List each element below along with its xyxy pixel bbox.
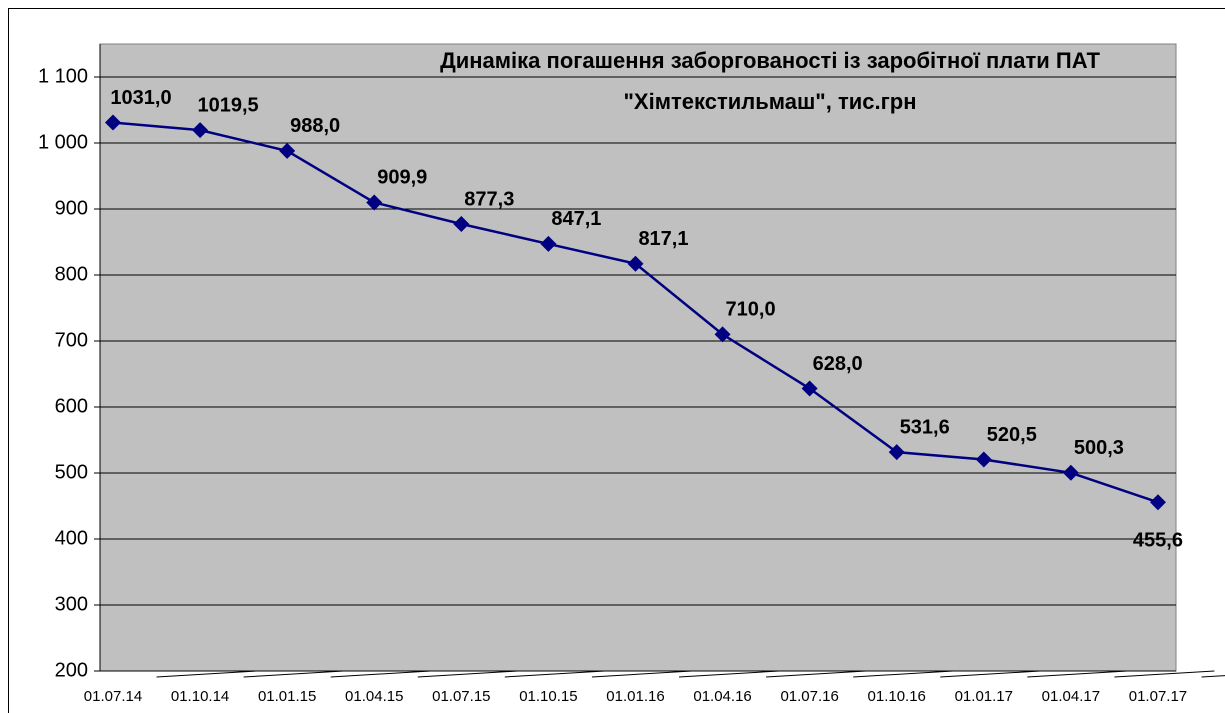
marker (801, 380, 818, 397)
x-tick-mark (1114, 670, 1215, 678)
y-tick-label: 1 000 (38, 131, 88, 153)
data-label: 909,9 (377, 167, 427, 189)
marker (714, 326, 731, 343)
x-tick-label: 01.10.16 (868, 688, 926, 705)
y-tick-label: 700 (55, 329, 88, 351)
x-tick-mark (1027, 670, 1128, 678)
y-tick-label: 300 (55, 593, 88, 615)
x-tick-label: 01.07.14 (84, 688, 142, 705)
marker (540, 235, 557, 252)
data-label: 817,1 (638, 228, 688, 250)
y-tick-label: 400 (55, 527, 88, 549)
marker (627, 255, 644, 272)
x-tick-label: 01.01.17 (955, 688, 1013, 705)
x-tick-mark (853, 670, 954, 678)
x-tick-mark (1201, 675, 1225, 678)
marker (279, 142, 296, 159)
data-label: 988,0 (290, 115, 340, 137)
data-label: 628,0 (813, 353, 863, 375)
data-label: 877,3 (464, 188, 514, 210)
x-tick-label: 01.10.15 (519, 688, 577, 705)
x-tick-mark (766, 670, 867, 678)
marker (105, 114, 121, 131)
x-tick-mark (504, 670, 605, 678)
chart-title: Динаміка погашення заборгованості із зар… (440, 48, 1100, 73)
x-tick-label: 01.07.17 (1129, 688, 1187, 705)
data-label: 847,1 (551, 208, 601, 230)
y-tick-label: 500 (55, 461, 88, 483)
x-tick-label: 01.04.17 (1042, 688, 1100, 705)
marker (366, 194, 383, 211)
data-label: 455,6 (1133, 530, 1183, 552)
y-tick-label: 600 (55, 395, 88, 417)
marker (1062, 464, 1079, 481)
x-tick-mark (678, 670, 780, 678)
data-label: 520,5 (987, 424, 1037, 446)
x-tick-label: 01.04.16 (693, 688, 751, 705)
y-tick-label: 1 100 (38, 65, 88, 87)
x-tick-mark (156, 670, 257, 678)
plot-area (99, 43, 1177, 672)
x-tick-label: 01.04.15 (345, 688, 403, 705)
x-tick-mark (330, 670, 431, 678)
y-tick-label: 900 (55, 197, 88, 219)
marker (453, 215, 470, 232)
marker (192, 122, 209, 139)
x-tick-mark (940, 670, 1041, 678)
chart-title: "Хімтекстильмаш", тис.грн (623, 89, 916, 114)
y-tick-label: 200 (55, 659, 88, 681)
data-label: 500,3 (1074, 437, 1124, 459)
x-tick-mark (591, 670, 692, 678)
x-tick-mark (243, 670, 344, 678)
x-tick-label: 01.10.14 (171, 688, 229, 705)
data-label: 1031,0 (110, 87, 171, 109)
data-label: 710,0 (726, 299, 776, 321)
x-tick-label: 01.07.15 (432, 688, 490, 705)
marker (975, 451, 992, 468)
y-tick-label: 800 (55, 263, 88, 285)
marker (1149, 494, 1166, 511)
x-tick-label: 01.01.16 (606, 688, 664, 705)
x-tick-label: 01.01.15 (258, 688, 316, 705)
data-label: 1019,5 (197, 94, 258, 116)
data-label: 531,6 (900, 416, 950, 438)
marker (888, 444, 905, 461)
x-tick-label: 01.07.16 (780, 688, 838, 705)
x-tick-mark (417, 670, 518, 678)
